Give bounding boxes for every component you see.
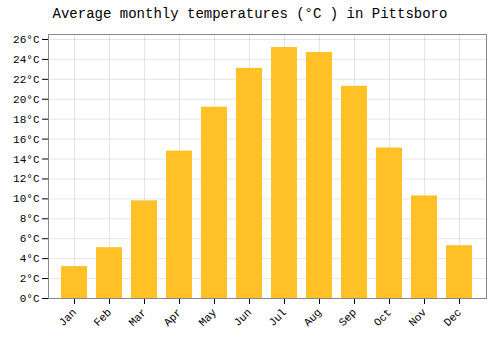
svg-text:Jan: Jan [57, 306, 79, 328]
svg-text:2°C: 2°C [20, 273, 40, 285]
svg-text:24°C: 24°C [13, 54, 40, 66]
svg-text:18°C: 18°C [13, 114, 40, 126]
svg-text:0°C: 0°C [20, 293, 40, 305]
svg-text:10°C: 10°C [13, 193, 40, 205]
svg-text:Jul: Jul [267, 306, 289, 328]
svg-text:Jun: Jun [232, 306, 254, 328]
svg-text:Oct: Oct [372, 306, 394, 328]
svg-text:14°C: 14°C [13, 154, 40, 166]
svg-text:8°C: 8°C [20, 213, 40, 225]
svg-text:Sep: Sep [337, 306, 359, 328]
svg-text:6°C: 6°C [20, 233, 40, 245]
svg-text:22°C: 22°C [13, 74, 40, 86]
svg-text:May: May [197, 306, 220, 329]
svg-text:Aug: Aug [302, 306, 324, 328]
svg-text:Feb: Feb [92, 306, 114, 328]
svg-text:Nov: Nov [407, 306, 430, 329]
svg-text:16°C: 16°C [13, 134, 40, 146]
svg-text:12°C: 12°C [13, 173, 40, 185]
svg-text:Dec: Dec [442, 306, 464, 328]
svg-text:4°C: 4°C [20, 253, 40, 265]
svg-text:26°C: 26°C [13, 34, 40, 46]
html-text:Average monthly temperatures (: Average monthly temperatures (°C ) in Pi… [52, 6, 448, 22]
svg-text:Mar: Mar [127, 306, 149, 328]
svg-text:Apr: Apr [162, 306, 184, 328]
svg-text:20°C: 20°C [13, 94, 40, 106]
